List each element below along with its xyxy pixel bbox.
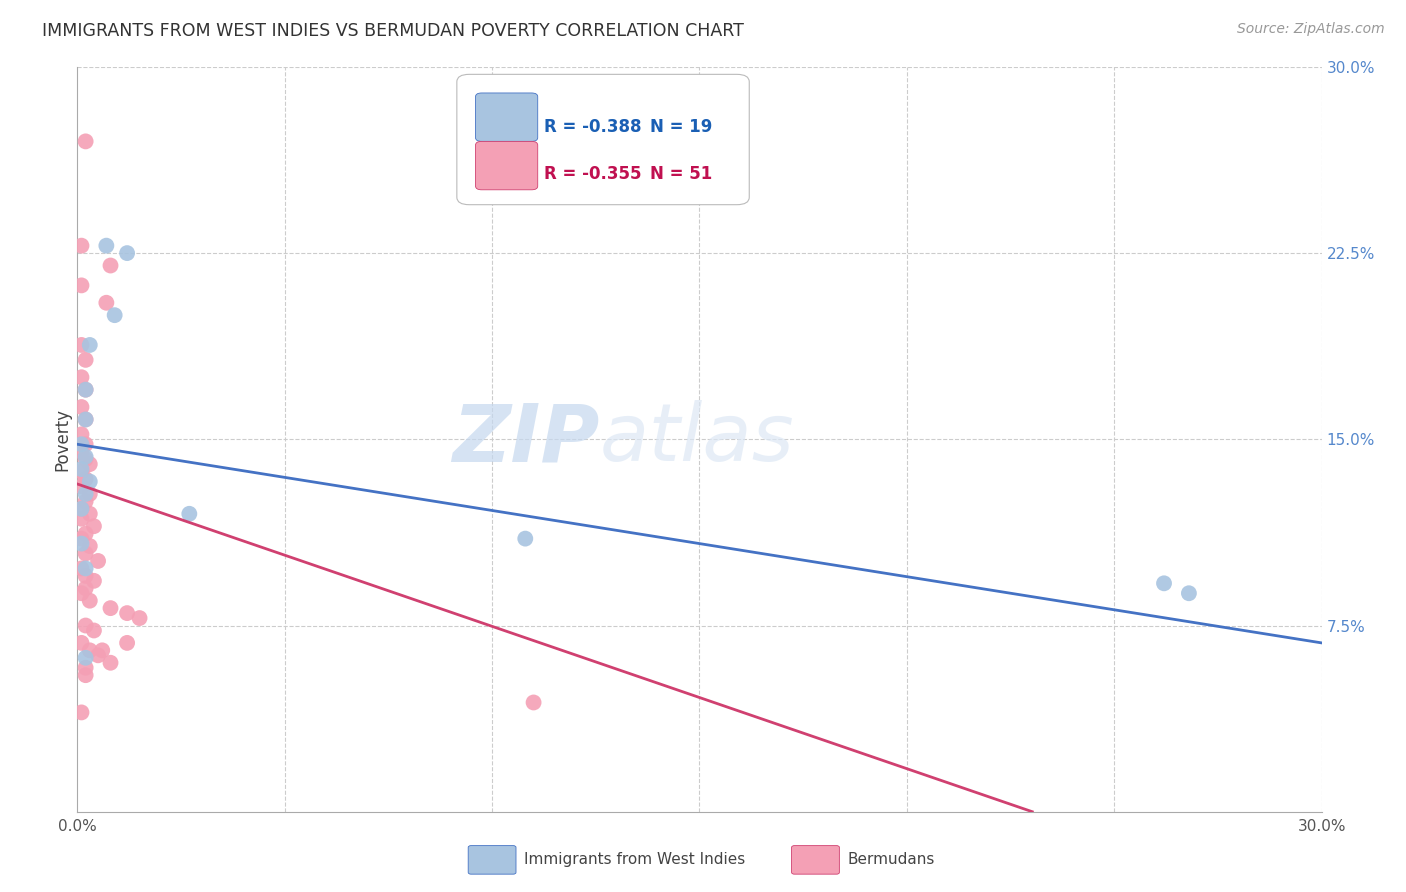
Point: [523, 696, 546, 710]
Text: Immigrants from West Indies: Immigrants from West Indies: [524, 853, 745, 867]
Point: [179, 507, 201, 521]
Point: [75, 650, 97, 665]
Point: [75, 561, 97, 575]
Point: [79, 457, 101, 471]
Point: [70, 501, 93, 516]
Point: [70, 636, 93, 650]
Point: [75, 437, 97, 451]
Point: [87, 648, 110, 663]
Point: [75, 450, 97, 464]
Point: [1178, 586, 1201, 600]
Point: [79, 338, 101, 352]
Point: [100, 259, 122, 273]
Text: R = -0.388: R = -0.388: [544, 118, 641, 136]
Point: [1153, 576, 1175, 591]
Text: ZIP: ZIP: [453, 401, 600, 478]
Point: [75, 487, 97, 501]
Text: Source: ZipAtlas.com: Source: ZipAtlas.com: [1237, 22, 1385, 37]
Point: [96, 238, 118, 252]
Point: [70, 586, 93, 600]
Point: [75, 352, 97, 367]
Point: [75, 618, 97, 632]
Point: [79, 475, 101, 489]
Point: [75, 383, 97, 397]
Text: N = 19: N = 19: [650, 118, 711, 136]
Point: [70, 462, 93, 476]
Text: atlas: atlas: [600, 401, 794, 478]
Point: [75, 135, 97, 149]
Text: N = 51: N = 51: [650, 165, 711, 183]
Point: [70, 501, 93, 516]
Point: [75, 582, 97, 596]
Point: [79, 539, 101, 553]
Point: [70, 444, 93, 458]
Point: [115, 636, 138, 650]
Point: [70, 278, 93, 293]
Point: [515, 532, 537, 546]
Point: [96, 295, 118, 310]
Point: [70, 238, 93, 252]
Point: [75, 494, 97, 508]
Point: [79, 593, 101, 607]
Point: [75, 661, 97, 675]
Point: [91, 643, 114, 657]
FancyBboxPatch shape: [457, 74, 749, 204]
Point: [70, 437, 93, 451]
Point: [115, 246, 138, 260]
Point: [70, 427, 93, 442]
Point: [70, 706, 93, 720]
Point: [83, 624, 105, 638]
Point: [100, 656, 122, 670]
Point: [79, 487, 101, 501]
Point: [83, 574, 105, 588]
Point: [75, 383, 97, 397]
Point: [70, 465, 93, 479]
Point: [70, 338, 93, 352]
Point: [100, 601, 122, 615]
Point: [70, 536, 93, 550]
Point: [79, 507, 101, 521]
FancyBboxPatch shape: [475, 142, 537, 190]
Point: [75, 452, 97, 467]
Point: [104, 308, 127, 322]
Point: [70, 532, 93, 546]
Point: [75, 472, 97, 486]
Point: [87, 554, 110, 568]
FancyBboxPatch shape: [475, 93, 537, 142]
Y-axis label: Poverty: Poverty: [53, 408, 72, 471]
Point: [115, 606, 138, 620]
Point: [70, 512, 93, 526]
Text: R = -0.355: R = -0.355: [544, 165, 641, 183]
Point: [79, 643, 101, 657]
Text: IMMIGRANTS FROM WEST INDIES VS BERMUDAN POVERTY CORRELATION CHART: IMMIGRANTS FROM WEST INDIES VS BERMUDAN …: [42, 22, 744, 40]
Point: [75, 526, 97, 541]
Point: [75, 668, 97, 682]
Point: [70, 561, 93, 575]
Point: [75, 412, 97, 426]
Point: [83, 519, 105, 533]
Point: [70, 479, 93, 493]
Point: [70, 400, 93, 414]
Point: [75, 569, 97, 583]
Point: [75, 547, 97, 561]
Point: [70, 370, 93, 384]
Text: Bermudans: Bermudans: [848, 853, 935, 867]
Point: [128, 611, 150, 625]
Point: [75, 412, 97, 426]
